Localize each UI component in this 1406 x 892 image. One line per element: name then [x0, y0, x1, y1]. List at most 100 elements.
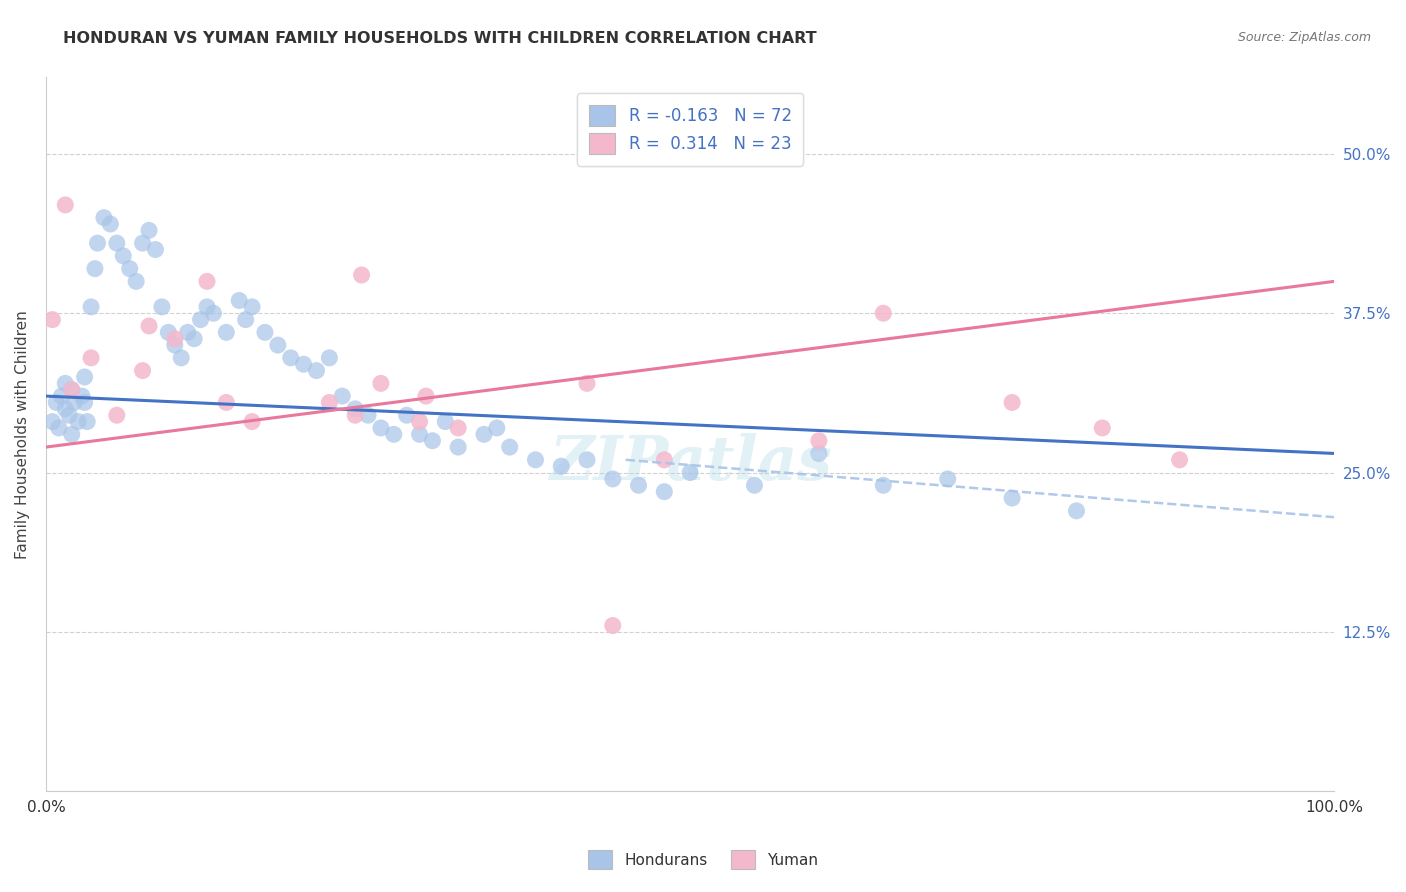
- Point: [395, 408, 418, 422]
- Point: [125, 274, 148, 288]
- Point: [195, 274, 218, 288]
- Point: [183, 332, 205, 346]
- Point: [80, 300, 103, 314]
- Point: [195, 300, 218, 314]
- Point: [176, 326, 198, 340]
- Point: [576, 376, 599, 391]
- Point: [76, 415, 98, 429]
- Legend: R = -0.163   N = 72, R =  0.314   N = 23: R = -0.163 N = 72, R = 0.314 N = 23: [576, 93, 803, 166]
- Point: [344, 408, 367, 422]
- Point: [434, 415, 457, 429]
- Point: [550, 459, 572, 474]
- Point: [280, 351, 302, 365]
- Point: [485, 421, 508, 435]
- Point: [602, 472, 624, 486]
- Point: [73, 370, 96, 384]
- Point: [145, 243, 167, 257]
- Point: [415, 389, 437, 403]
- Point: [253, 326, 276, 340]
- Point: [344, 401, 367, 416]
- Point: [872, 478, 894, 492]
- Point: [382, 427, 405, 442]
- Point: [627, 478, 650, 492]
- Point: [60, 383, 83, 397]
- Point: [370, 376, 392, 391]
- Point: [807, 446, 830, 460]
- Text: ZIPatlas: ZIPatlas: [548, 433, 831, 493]
- Point: [350, 268, 373, 282]
- Point: [131, 363, 153, 377]
- Point: [576, 452, 599, 467]
- Point: [60, 383, 83, 397]
- Point: [86, 236, 108, 251]
- Point: [472, 427, 495, 442]
- Point: [112, 249, 135, 263]
- Point: [41, 415, 63, 429]
- Point: [53, 376, 76, 391]
- Point: [41, 312, 63, 326]
- Point: [936, 472, 959, 486]
- Point: [499, 440, 522, 454]
- Point: [744, 478, 766, 492]
- Point: [1168, 452, 1191, 467]
- Point: [138, 223, 160, 237]
- Point: [447, 421, 470, 435]
- Point: [93, 211, 115, 225]
- Point: [652, 452, 675, 467]
- Point: [105, 408, 128, 422]
- Point: [1091, 421, 1114, 435]
- Point: [318, 351, 340, 365]
- Point: [73, 395, 96, 409]
- Y-axis label: Family Households with Children: Family Households with Children: [15, 310, 30, 558]
- Point: [215, 326, 238, 340]
- Point: [157, 326, 180, 340]
- Point: [48, 421, 70, 435]
- Point: [330, 389, 353, 403]
- Point: [100, 217, 122, 231]
- Point: [170, 351, 193, 365]
- Point: [60, 427, 83, 442]
- Point: [357, 408, 380, 422]
- Point: [53, 198, 76, 212]
- Point: [240, 415, 263, 429]
- Point: [138, 318, 160, 333]
- Point: [58, 408, 80, 422]
- Point: [652, 484, 675, 499]
- Point: [679, 466, 702, 480]
- Point: [190, 312, 212, 326]
- Point: [1066, 504, 1088, 518]
- Point: [408, 415, 430, 429]
- Point: [215, 395, 238, 409]
- Point: [447, 440, 470, 454]
- Point: [70, 389, 93, 403]
- Point: [84, 261, 107, 276]
- Point: [318, 395, 340, 409]
- Point: [202, 306, 225, 320]
- Point: [602, 618, 624, 632]
- Point: [118, 261, 141, 276]
- Point: [131, 236, 153, 251]
- Point: [1001, 395, 1024, 409]
- Point: [370, 421, 392, 435]
- Point: [408, 427, 430, 442]
- Point: [228, 293, 250, 308]
- Point: [150, 300, 173, 314]
- Point: [53, 401, 76, 416]
- Text: Source: ZipAtlas.com: Source: ZipAtlas.com: [1237, 31, 1371, 45]
- Point: [422, 434, 444, 448]
- Point: [292, 357, 315, 371]
- Point: [305, 363, 328, 377]
- Point: [63, 395, 86, 409]
- Point: [163, 332, 186, 346]
- Point: [235, 312, 257, 326]
- Point: [163, 338, 186, 352]
- Point: [807, 434, 830, 448]
- Point: [872, 306, 894, 320]
- Point: [80, 351, 103, 365]
- Point: [105, 236, 128, 251]
- Point: [51, 389, 73, 403]
- Point: [267, 338, 290, 352]
- Legend: Hondurans, Yuman: Hondurans, Yuman: [582, 844, 824, 875]
- Point: [45, 395, 67, 409]
- Text: HONDURAN VS YUMAN FAMILY HOUSEHOLDS WITH CHILDREN CORRELATION CHART: HONDURAN VS YUMAN FAMILY HOUSEHOLDS WITH…: [63, 31, 817, 46]
